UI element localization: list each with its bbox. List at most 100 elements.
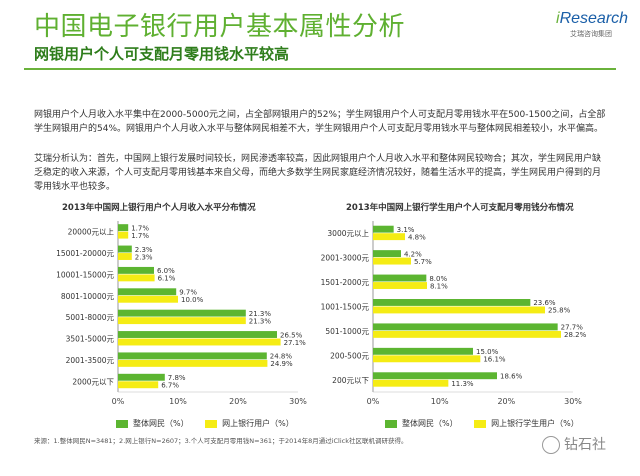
category-label: 200元以下: [332, 376, 369, 385]
bar-value-label: 2.3%: [135, 246, 153, 254]
legend-swatch-green: [116, 419, 128, 428]
bar-value-label: 3.1%: [397, 226, 415, 234]
bar-value-label: 28.2%: [564, 331, 587, 339]
logo-wordmark: iResearch: [556, 10, 629, 28]
bar-value-label: 6.0%: [157, 267, 175, 275]
category-label: 2001-3500元: [66, 356, 115, 365]
category-label: 15001-20000元: [56, 249, 114, 258]
bar: [373, 282, 427, 289]
bar-value-label: 10.0%: [181, 296, 204, 304]
bar-value-label: 27.7%: [561, 324, 584, 332]
bar-value-label: 9.7%: [179, 289, 197, 297]
category-label: 1501-2000元: [321, 278, 370, 287]
bar: [373, 257, 411, 265]
page-title: 中国电子银行用户基本属性分析: [34, 12, 406, 42]
legend-swatch-yellow: [205, 419, 218, 428]
x-tick-label: 30%: [289, 397, 307, 406]
bar: [118, 295, 178, 303]
bar-value-label: 5.7%: [414, 258, 432, 266]
right-chart-legend: 整体网民（%） 网上银行学生用户（%）: [385, 418, 593, 429]
legend-swatch-yellow: [474, 419, 487, 428]
bar: [118, 338, 281, 346]
bar: [118, 274, 155, 282]
left-chart-legend: 整体网民（%） 网上银行用户（%）: [116, 418, 308, 429]
bar: [373, 355, 481, 363]
bar-value-label: 2.3%: [135, 253, 153, 261]
bar-value-label: 24.8%: [270, 353, 293, 361]
category-label: 10001-15000元: [56, 270, 114, 279]
summary-paragraph: 网银用户个人月收入水平集中在2000-5000元之间，占全部网银用户的52%；学…: [34, 110, 606, 134]
x-tick-label: 0%: [112, 397, 125, 406]
bar-value-label: 26.5%: [280, 331, 303, 339]
logo-word-lead: i: [556, 10, 560, 27]
bar: [373, 330, 561, 338]
bar-value-label: 4.8%: [408, 233, 426, 241]
legend-label: 网上银行用户（%）: [222, 419, 294, 428]
bar: [118, 288, 177, 296]
bar: [373, 299, 531, 306]
x-tick-label: 10%: [431, 397, 449, 406]
bar-value-label: 7.8%: [168, 374, 186, 382]
analysis-paragraph: 艾瑞分析认为：首先，中国网上银行发展时间较长，网民渗透率较高，因此网银用户个人月…: [34, 154, 602, 192]
bar: [373, 225, 394, 233]
right-chart-title: 2013年中国网上银行学生用户个人可支配月零用钱分布情况: [346, 203, 574, 213]
bar: [373, 379, 449, 387]
source-footnote: 来源：1.整体网民N=3481；2.网上银行N=2607；3.个人可支配月零用钱…: [34, 437, 408, 445]
bar: [373, 250, 401, 258]
bar-value-label: 23.6%: [533, 299, 556, 307]
bar: [118, 381, 159, 389]
x-tick-label: 20%: [229, 397, 247, 406]
category-label: 200-500元: [330, 351, 369, 360]
bar-value-label: 1.7%: [131, 224, 149, 232]
category-label: 501-1000元: [325, 327, 369, 336]
left-chart-title: 2013年中国网上银行用户个人月收入水平分布情况: [62, 203, 256, 213]
legend-label: 整体网民（%）: [402, 419, 458, 428]
category-label: 2000元以下: [72, 377, 114, 386]
bar-value-label: 6.1%: [158, 275, 176, 283]
category-label: 2001-3000元: [321, 254, 370, 263]
legend-item-overall: 整体网民（%）: [385, 418, 458, 429]
bar: [118, 253, 132, 260]
bar-value-label: 15.0%: [476, 348, 499, 356]
header-divider: [24, 68, 616, 70]
wechat-icon: [542, 436, 560, 454]
legend-item-overall: 整体网民（%）: [116, 418, 189, 429]
bar-value-label: 4.2%: [404, 250, 422, 258]
page-subtitle: 网银用户个人可支配月零用钱水平较高: [34, 45, 290, 63]
legend-item-bank: 网上银行用户（%）: [205, 418, 294, 429]
bar-value-label: 8.0%: [429, 275, 447, 283]
x-tick-label: 10%: [169, 397, 187, 406]
logo-subtitle: 艾瑞咨询集团: [570, 30, 612, 38]
bar-value-label: 8.1%: [430, 282, 448, 290]
logo-word-rest: Research: [559, 10, 629, 27]
category-label: 20000元以上: [68, 228, 115, 237]
legend-label: 网上银行学生用户（%）: [491, 419, 579, 428]
bar: [373, 323, 558, 331]
category-label: 8001-10000元: [61, 292, 115, 301]
category-label: 3501-5000元: [66, 335, 115, 344]
bar-value-label: 1.7%: [131, 232, 149, 240]
bar-value-label: 11.3%: [451, 380, 474, 388]
bar-value-label: 27.1%: [284, 339, 307, 347]
legend-label: 整体网民（%）: [133, 419, 189, 428]
bar: [118, 359, 268, 367]
bar: [373, 372, 497, 380]
bar: [373, 233, 405, 241]
x-tick-label: 20%: [497, 397, 515, 406]
iresearch-logo: iResearch 艾瑞咨询集团: [556, 10, 629, 39]
bar: [118, 317, 246, 325]
bar: [373, 347, 473, 355]
category-label: 1001-1500元: [321, 303, 370, 312]
bar-value-label: 25.8%: [548, 307, 571, 315]
bar-value-label: 21.3%: [249, 310, 272, 318]
bar: [118, 309, 246, 317]
bar: [373, 306, 545, 314]
bar: [118, 373, 165, 381]
bar: [118, 245, 132, 253]
x-tick-label: 0%: [367, 397, 380, 406]
bar: [118, 231, 129, 239]
category-label: 5001-8000元: [66, 313, 115, 322]
bar-value-label: 24.9%: [270, 360, 293, 368]
bar-value-label: 16.1%: [483, 356, 506, 364]
